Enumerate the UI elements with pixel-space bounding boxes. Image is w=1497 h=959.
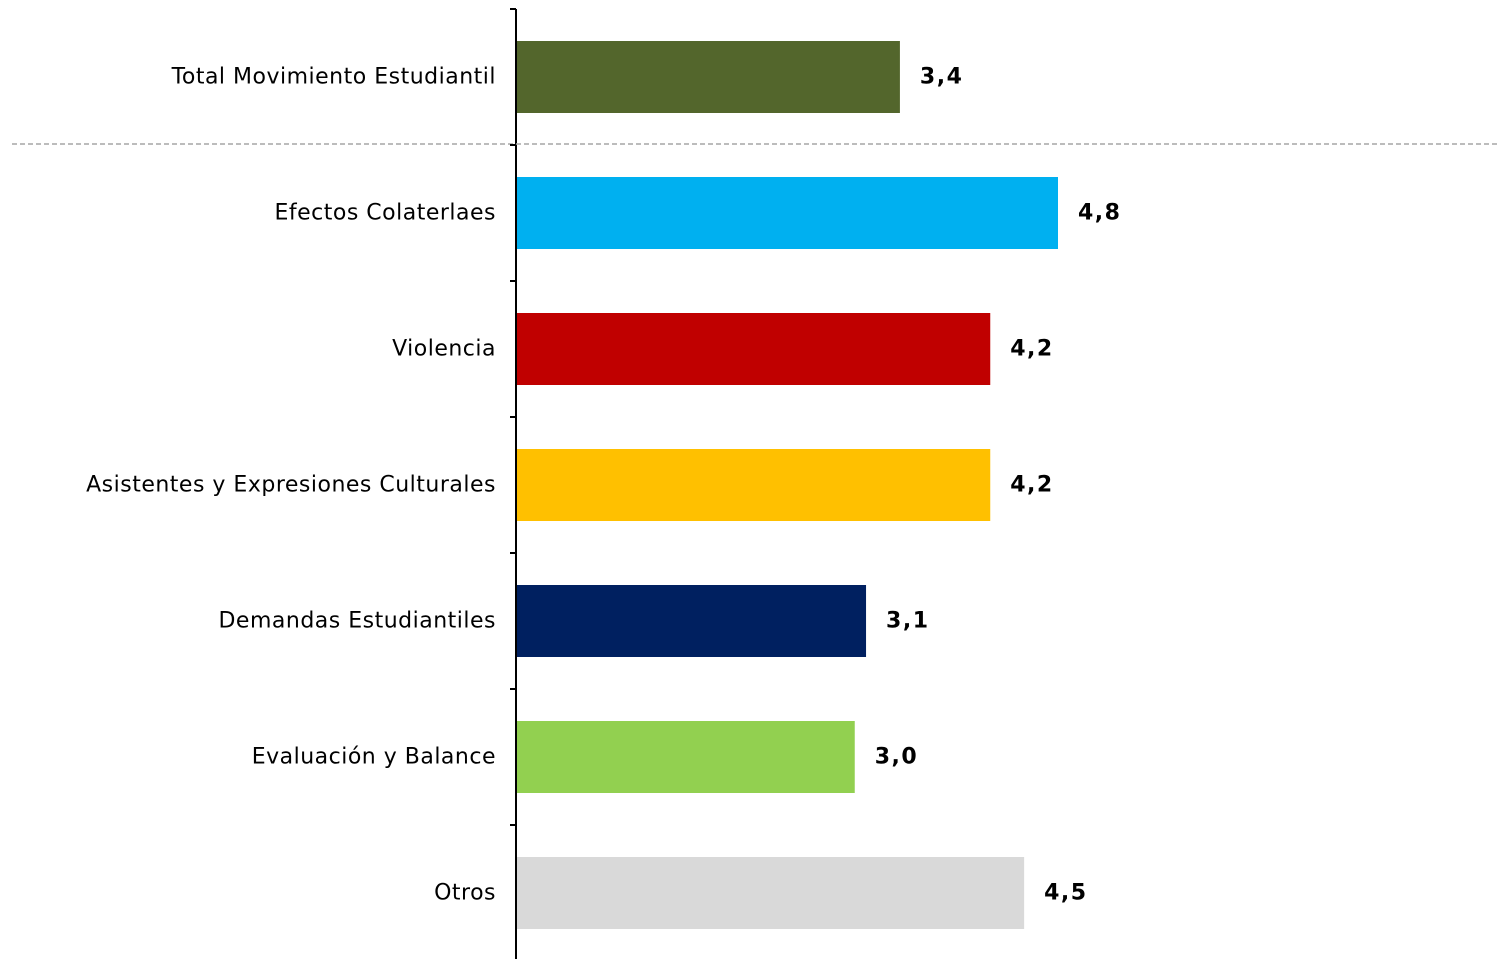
data-label: 3,1 (886, 609, 929, 634)
category-label: Otros (434, 881, 496, 906)
data-label: 3,4 (920, 65, 963, 90)
category-label: Asistentes y Expresiones Culturales (86, 473, 496, 498)
category-labels: Total Movimiento Estudiantil Efectos Cola… (86, 65, 496, 906)
bar (517, 857, 1025, 929)
value-labels: 3,4 4,8 4,2 4,2 3,1 3,0 4,5 (875, 65, 1121, 906)
bar (517, 177, 1058, 249)
axis-ticks (510, 8, 516, 826)
bar (517, 585, 867, 657)
category-label: Efectos Colaterlaes (274, 201, 496, 226)
data-label: 4,2 (1010, 473, 1053, 498)
bar (517, 721, 855, 793)
data-label: 4,5 (1044, 881, 1087, 906)
bar (517, 449, 991, 521)
category-label: Violencia (392, 337, 496, 362)
bars-group (517, 41, 1058, 929)
bar (517, 313, 991, 385)
data-label: 4,2 (1010, 337, 1053, 362)
category-label: Demandas Estudiantiles (218, 609, 496, 634)
data-label: 3,0 (875, 745, 918, 770)
data-label: 4,8 (1078, 201, 1121, 226)
category-label: Evaluación y Balance (252, 745, 496, 770)
category-label: Total Movimiento Estudiantil (171, 65, 496, 90)
bar (517, 41, 900, 113)
